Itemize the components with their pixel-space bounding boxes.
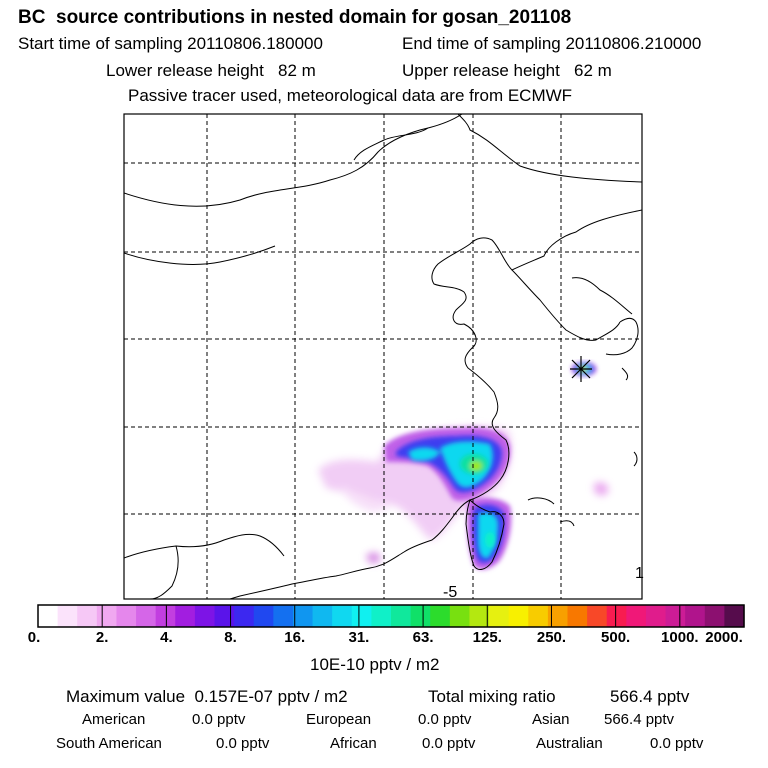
map-marker-label: -5 [443,584,457,601]
colorbar-cell [469,605,490,627]
upper-release-height-label: Upper release height 62 m [402,61,612,80]
region-name-australian: Australian [536,735,603,752]
colorbar-cell [116,605,137,627]
colorbar-unit: 10E-10 pptv / m2 [310,655,440,674]
colorbar-cell [489,605,510,627]
colorbar-cell [351,605,372,627]
receptor-star-marker [570,356,592,382]
colorbar-cell [430,605,451,627]
colorbar-cell [508,605,529,627]
colorbar-tick-label: 8. [224,629,237,646]
colorbar-cell [528,605,549,627]
region-name-european: European [306,711,372,728]
colorbar-tick-label: 16. [284,629,306,646]
concentration-field [318,362,609,570]
colorbar-tick-label: 500. [601,629,631,646]
colorbar-cell [724,605,745,627]
map-corner-label: 1 [635,565,644,582]
colorbar-cell [57,605,78,627]
tracer-note: Passive tracer used, meteorological data… [128,86,573,105]
graticule [124,114,642,599]
lower-release-height-label: Lower release height 82 m [106,61,316,80]
region-value-european: 0.0 pptv [418,711,472,728]
colorbar-cell [155,605,176,627]
colorbar-cell [175,605,196,627]
colorbar-cell [685,605,706,627]
colorbar-cell [606,605,627,627]
colorbar-cell [214,605,235,627]
colorbar-cell [38,605,59,627]
colorbar-tick-label: 1000. [661,629,699,646]
colorbar-cell [273,605,294,627]
region-value-australian: 0.0 pptv [650,735,704,752]
colorbar [38,605,745,627]
colorbar-cell [567,605,588,627]
region-name-american: American [82,711,146,728]
colorbar-tick-label: 2. [95,629,109,646]
colorbar-tick-label: 125. [472,629,502,646]
colorbar-cell [234,605,255,627]
colorbar-cell [292,605,314,627]
colorbar-cell [96,605,118,627]
region-value-asian: 566.4 pptv [604,711,675,728]
total-mixing-ratio-label: Total mixing ratio [428,687,556,706]
region-name-asian: Asian [532,711,570,728]
colorbar-cell [77,605,98,627]
colorbar-tick-label: 2000. [705,629,743,646]
region-value-african: 0.0 pptv [422,735,476,752]
map-frame [123,113,643,600]
start-time-label: Start time of sampling 20110806.180000 [18,34,323,53]
colorbar-cell [391,605,412,627]
colorbar-cell [253,605,274,627]
end-time-label: End time of sampling 20110806.210000 [402,34,702,53]
colorbar-cell [371,605,392,627]
colorbar-cell [665,605,686,627]
coastlines [124,114,642,599]
plot-title: BC source contributions in nested domain… [18,7,572,28]
colorbar-cell [410,605,431,627]
colorbar-tick-label: 250. [536,629,567,646]
colorbar-cell [704,605,725,627]
region-value-south-american: 0.0 pptv [216,735,270,752]
colorbar-tick-label: 4. [160,629,173,646]
region-name-african: African [330,735,377,752]
colorbar-tick-label: 63. [412,629,434,646]
colorbar-cell [645,605,667,627]
colorbar-cell [136,605,157,627]
colorbar-cell [194,605,216,627]
colorbar-tick-label: 31. [348,629,370,646]
maximum-value-label: Maximum value 0.157E-07 pptv / m2 [66,687,348,706]
colorbar-frame [37,604,745,628]
colorbar-cell [312,605,333,627]
colorbar-cell [449,605,471,627]
colorbar-cell [626,605,647,627]
colorbar-cell [547,605,569,627]
region-value-american: 0.0 pptv [192,711,246,728]
region-name-south-american: South American [56,735,162,752]
colorbar-cell [332,605,353,627]
colorbar-cell [587,605,608,627]
colorbar-tick-label: 0. [27,629,41,646]
total-mixing-ratio-value: 566.4 pptv [610,687,690,706]
